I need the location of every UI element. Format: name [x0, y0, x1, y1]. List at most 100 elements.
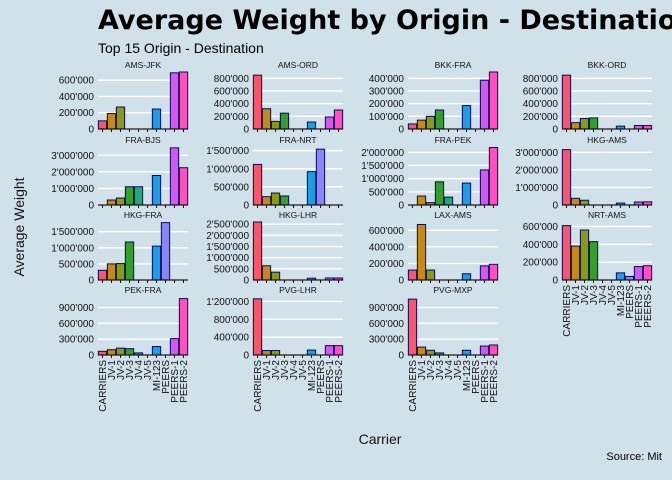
bar — [434, 109, 445, 130]
x-axis-title: Carrier — [359, 431, 402, 447]
y-tick-label: 200'000 — [523, 112, 559, 123]
x-tick-label: JV-5 — [143, 360, 154, 380]
x-tick-label: PEERS-1 — [325, 360, 336, 403]
facet-label: FRA-PEK — [435, 135, 472, 145]
facet-label: HKG-AMS — [587, 135, 627, 145]
x-tick-label: MI-123 — [307, 360, 318, 392]
bar — [115, 197, 126, 206]
bar — [642, 265, 653, 281]
bar — [416, 195, 427, 206]
x-tick-label: JV-3 — [125, 360, 136, 380]
y-tick-label: 1'500'000 — [51, 227, 94, 238]
bar — [169, 72, 180, 130]
facet-label: PEK-FRA — [125, 285, 162, 295]
y-tick-label: 0 — [243, 276, 249, 287]
x-tick-label: CARRIERS — [562, 285, 573, 337]
y-tick-label: 1'000'000 — [206, 164, 249, 175]
y-tick-label: 600'000 — [369, 319, 405, 330]
x-tick-label: PEERS-2 — [489, 360, 500, 403]
bar — [579, 199, 590, 206]
chart-caption: Source: Mit — [606, 451, 662, 463]
bar — [416, 223, 427, 281]
chart-subtitle: Top 15 Origin - Destination — [98, 40, 264, 56]
y-tick-label: 3'000'000 — [51, 151, 94, 162]
bar — [588, 117, 599, 130]
bar — [461, 182, 472, 206]
bar — [461, 105, 472, 130]
bar — [151, 175, 162, 206]
y-tick-label: 400'000 — [369, 74, 405, 85]
y-tick-label: 300'000 — [369, 87, 405, 98]
bar — [133, 186, 144, 206]
bar — [479, 169, 490, 206]
facet-label: FRA-NRT — [279, 135, 316, 145]
x-tick-label: PEERS-1 — [634, 285, 645, 328]
y-tick-label: 400'000 — [59, 92, 95, 103]
y-tick-label: 400'000 — [523, 99, 559, 110]
bar — [333, 109, 344, 130]
bar — [151, 108, 162, 130]
y-tick-label: 500'000 — [59, 259, 95, 270]
y-tick-label: 600'000 — [369, 226, 405, 237]
bar — [178, 298, 189, 356]
bar — [106, 349, 117, 356]
bar — [261, 350, 272, 356]
bar — [407, 269, 418, 281]
bar — [407, 298, 418, 356]
x-tick-label: CARRIERS — [408, 360, 419, 412]
bar — [261, 108, 272, 130]
y-tick-label: 0 — [88, 201, 94, 212]
bar — [315, 148, 326, 206]
y-tick-label: 0 — [88, 125, 94, 136]
bar — [488, 263, 499, 281]
x-tick-label: JV-1 — [107, 360, 118, 380]
bar — [279, 195, 290, 206]
x-tick-label: JV-4 — [289, 360, 300, 380]
y-tick-label: 2'000'000 — [515, 165, 558, 176]
bar — [261, 196, 272, 206]
y-tick-label: 800'000 — [523, 74, 559, 85]
bar — [115, 347, 126, 356]
x-tick-label: JV-5 — [607, 285, 618, 305]
bar — [169, 147, 180, 206]
y-tick-label: 0 — [398, 125, 404, 136]
y-tick-label: 1'500'000 — [206, 146, 249, 157]
facet-label: PVG-MXP — [433, 285, 473, 295]
y-tick-label: 0 — [88, 351, 94, 362]
bar — [561, 149, 572, 206]
bar — [270, 120, 281, 130]
y-tick-label: 800'000 — [214, 74, 250, 85]
x-tick-label: CARRIERS — [98, 360, 109, 412]
bar — [570, 245, 581, 281]
y-tick-label: 2'000'000 — [361, 148, 404, 159]
bar — [106, 113, 117, 130]
y-tick-label: 0 — [243, 125, 249, 136]
bar — [479, 345, 490, 356]
bar — [306, 171, 317, 206]
x-tick-label: MI-123 — [462, 360, 473, 392]
y-tick-label: 600'000 — [214, 87, 250, 98]
bar — [416, 119, 427, 130]
y-tick-label: 1'000'000 — [206, 253, 249, 264]
bar — [579, 229, 590, 281]
x-tick-label: JV-4 — [444, 360, 455, 380]
bar — [588, 241, 599, 281]
facet-label: HKG-FRA — [124, 210, 163, 220]
bar — [425, 349, 436, 356]
bar — [324, 116, 335, 130]
y-tick-label: 200'000 — [59, 108, 95, 119]
x-tick-label: JV-4 — [598, 285, 609, 305]
bar — [124, 186, 135, 206]
bar — [115, 106, 126, 130]
x-tick-label: JV-2 — [271, 360, 282, 380]
bar — [252, 74, 263, 130]
bar — [425, 269, 436, 281]
bar — [252, 221, 263, 281]
bar — [416, 346, 427, 356]
x-tick-label: JV-1 — [262, 360, 273, 380]
bar — [97, 120, 108, 130]
facet-label: LAX-AMS — [434, 210, 472, 220]
bar — [479, 79, 490, 130]
bar — [252, 298, 263, 356]
